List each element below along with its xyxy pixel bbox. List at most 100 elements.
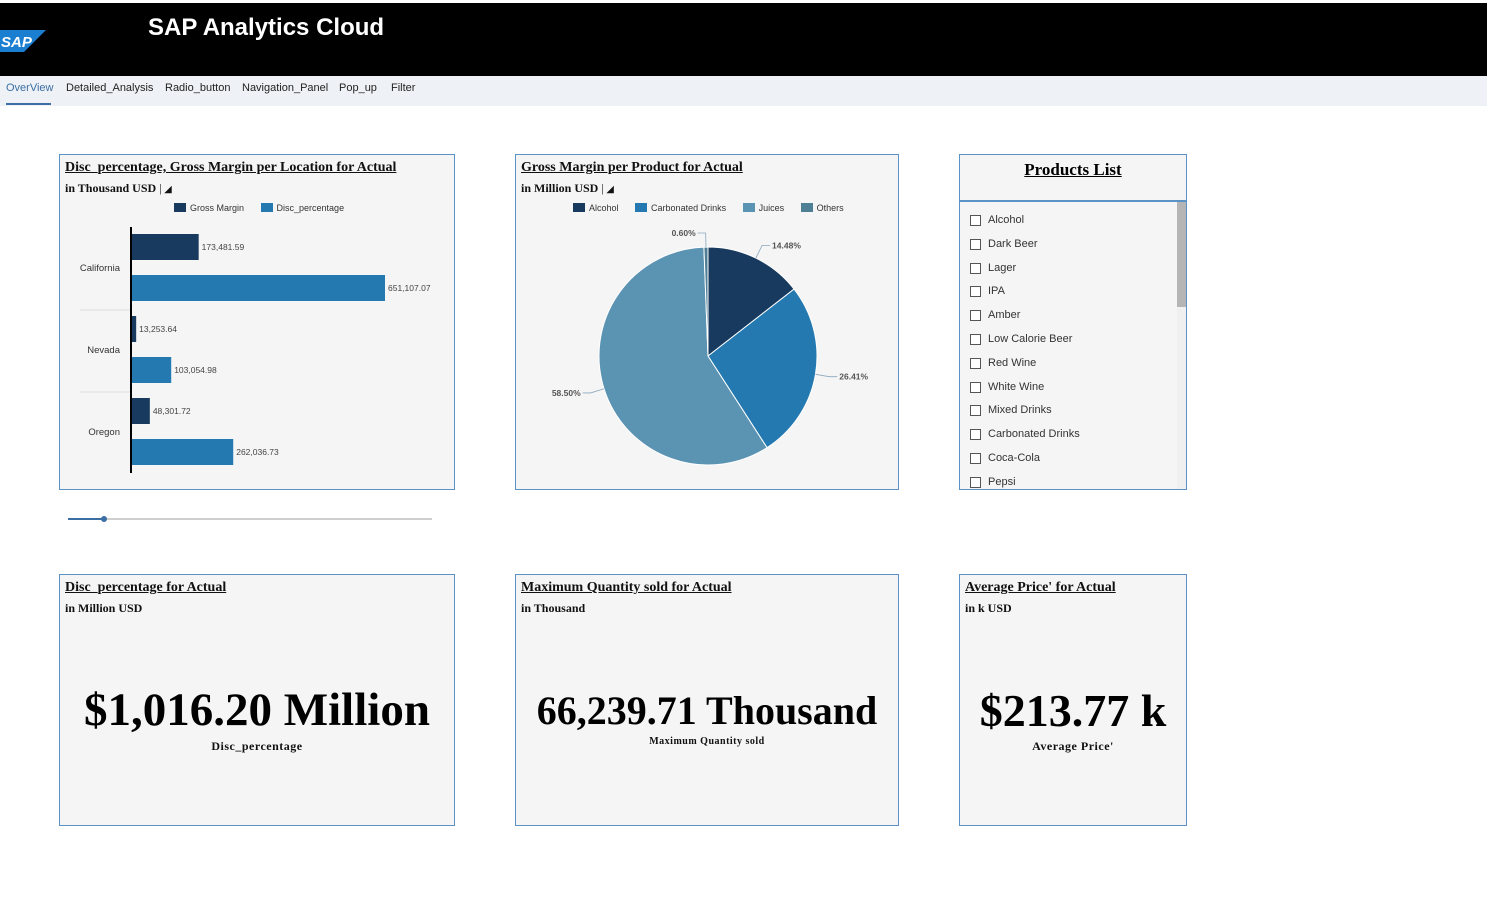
kpi-subtitle: in k USD xyxy=(965,601,1012,615)
pie-chart-title: Gross Margin per Product for Actual xyxy=(521,160,743,175)
data-label: 173,481.59 xyxy=(202,242,245,252)
sap-logo-text: SAP xyxy=(1,34,33,51)
separator: | xyxy=(159,181,165,195)
legend-label-alcohol: Alcohol xyxy=(589,203,619,213)
kpi-label: Maximum Quantity sold xyxy=(649,736,765,747)
legend-swatch-disc-percentage xyxy=(260,203,273,212)
pie-data-label: 26.41% xyxy=(839,372,868,382)
bar-oregon-gross-margin[interactable] xyxy=(131,398,150,424)
kpi-card-average-price[interactable]: Average Price' for Actual in k USD $213.… xyxy=(959,574,1187,826)
product-label: Dark Beer xyxy=(988,237,1038,250)
bar-chart-plot[interactable]: California 173,481.59 651,107.07 Nevada 13,2… xyxy=(60,155,454,489)
app-title: SAP Analytics Cloud xyxy=(148,14,385,41)
products-list-header: Products List xyxy=(960,155,1186,202)
legend-label-carbonated-drinks: Carbonated Drinks xyxy=(651,203,727,213)
checkbox[interactable] xyxy=(970,262,981,274)
legend-label-disc-percentage: Disc_percentage xyxy=(276,203,345,213)
bar-chart-subtitle: in Thousand USD | ◢ xyxy=(65,181,172,196)
pie-chart-legend: Alcohol Carbonated Drinks Juices Others xyxy=(573,203,858,213)
pie-slice-alcohol[interactable] xyxy=(707,246,795,358)
tab-overview[interactable]: OverView xyxy=(6,82,54,94)
kpi-subtitle: in Million USD xyxy=(65,601,143,615)
product-label: Red Wine xyxy=(988,356,1037,369)
product-label: Coca-Cola xyxy=(988,451,1040,464)
leader-line xyxy=(582,388,605,394)
kpi-label: Disc_percentage xyxy=(211,739,303,753)
kpi-value: $1,016.20 Million xyxy=(84,684,430,736)
pie-chart-card[interactable]: Gross Margin per Product for Actual in M… xyxy=(515,154,899,490)
data-label: 13,253.64 xyxy=(139,324,177,334)
pie-chart-subtitle: in Million USD | ◢ xyxy=(521,181,614,196)
legend-label-others: Others xyxy=(816,203,844,213)
slider-track[interactable] xyxy=(68,518,432,520)
kpi-value: $213.77 k xyxy=(979,685,1167,736)
filter-icon[interactable]: ◢ xyxy=(164,184,172,194)
tab-filter[interactable]: Filter xyxy=(391,82,416,94)
bar-chart-title: Disc_percentage, Gross Margin per Locati… xyxy=(65,160,397,175)
product-label: Mixed Drinks xyxy=(988,404,1052,417)
product-label: Carbonated Drinks xyxy=(988,428,1080,441)
leader-line xyxy=(697,232,707,248)
pie-slice-others[interactable] xyxy=(703,246,709,357)
slider-fill xyxy=(68,518,104,520)
kpi-title: Maximum Quantity sold for Actual xyxy=(521,580,732,595)
bar-nevada-disc-percentage[interactable] xyxy=(131,357,172,383)
legend-swatch-others xyxy=(800,203,813,212)
checkbox[interactable] xyxy=(970,357,981,369)
product-label: Amber xyxy=(988,309,1021,322)
bar-chart-card[interactable]: Disc_percentage, Gross Margin per Locati… xyxy=(59,154,455,490)
checkbox[interactable] xyxy=(970,286,981,298)
legend-swatch-gross-margin xyxy=(174,203,186,212)
bar-oregon-disc-percentage[interactable] xyxy=(131,439,234,465)
checkbox[interactable] xyxy=(970,405,981,417)
checkbox[interactable] xyxy=(970,452,981,464)
bar-nevada-gross-margin[interactable] xyxy=(131,316,137,342)
tab-bar: OverView Detailed_Analysis Radio_button … xyxy=(0,76,1487,106)
kpi-card-disc-percentage[interactable]: Disc_percentage for Actual in Million US… xyxy=(59,574,455,826)
pie-slice-carbonated-drinks[interactable] xyxy=(707,288,818,449)
legend-swatch-alcohol xyxy=(573,203,585,212)
tab-detailed-analysis[interactable]: Detailed_Analysis xyxy=(66,82,154,94)
products-scrollbar[interactable] xyxy=(1177,202,1186,489)
pie-data-label: 0.60% xyxy=(672,228,697,238)
tab-pop-up[interactable]: Pop_up xyxy=(339,82,377,94)
leader-line xyxy=(755,245,771,259)
shell-header xyxy=(0,3,1487,76)
pie-slice-juices[interactable] xyxy=(598,246,768,466)
filter-icon[interactable]: ◢ xyxy=(606,184,614,194)
category-label-oregon: Oregon xyxy=(88,427,120,438)
products-list-card[interactable]: Products List Alcohol Dark Beer Lager IP… xyxy=(959,154,1187,490)
legend-swatch-carbonated-drinks xyxy=(635,203,648,212)
tab-radio-button[interactable]: Radio_button xyxy=(165,82,231,94)
checkbox[interactable] xyxy=(970,310,981,322)
kpi-value: 66,239.71 Thousand xyxy=(536,688,878,733)
bar-chart-legend: Gross Margin Disc_percentage xyxy=(174,203,358,213)
bar-chart-unit: in Thousand USD xyxy=(65,181,157,195)
kpi-label: Average Price' xyxy=(1032,739,1114,753)
checkbox[interactable] xyxy=(970,476,981,488)
checkbox[interactable] xyxy=(970,215,981,226)
products-scrollbar-thumb[interactable] xyxy=(1177,202,1186,307)
separator: | xyxy=(601,181,607,195)
pie-chart-unit: in Million USD xyxy=(521,181,599,195)
pie-chart-plot[interactable]: 14.48% 26.41% 58.50% 0.60% xyxy=(516,155,898,489)
tab-navigation-panel[interactable]: Navigation_Panel xyxy=(242,82,329,94)
bar-california-gross-margin[interactable] xyxy=(131,234,199,260)
product-label: Alcohol xyxy=(988,214,1025,226)
data-label: 651,107.07 xyxy=(388,283,431,293)
kpi-subtitle: in Thousand xyxy=(521,601,586,615)
kpi-card-max-quantity[interactable]: Maximum Quantity sold for Actual in Thou… xyxy=(515,574,899,826)
products-list-title: Products List xyxy=(1024,160,1122,179)
slider-handle[interactable] xyxy=(101,516,107,522)
checkbox[interactable] xyxy=(970,429,981,441)
kpi-title: Average Price' for Actual xyxy=(965,580,1116,595)
active-tab-indicator xyxy=(6,103,51,105)
checkbox[interactable] xyxy=(970,333,981,345)
sap-logo[interactable]: SAP xyxy=(0,30,46,52)
checkbox[interactable] xyxy=(970,238,981,250)
checkbox[interactable] xyxy=(970,381,981,393)
bar-california-disc-percentage[interactable] xyxy=(131,275,385,301)
product-label: Lager xyxy=(988,261,1017,274)
kpi-title: Disc_percentage for Actual xyxy=(65,580,227,595)
product-label: IPA xyxy=(988,285,1005,298)
